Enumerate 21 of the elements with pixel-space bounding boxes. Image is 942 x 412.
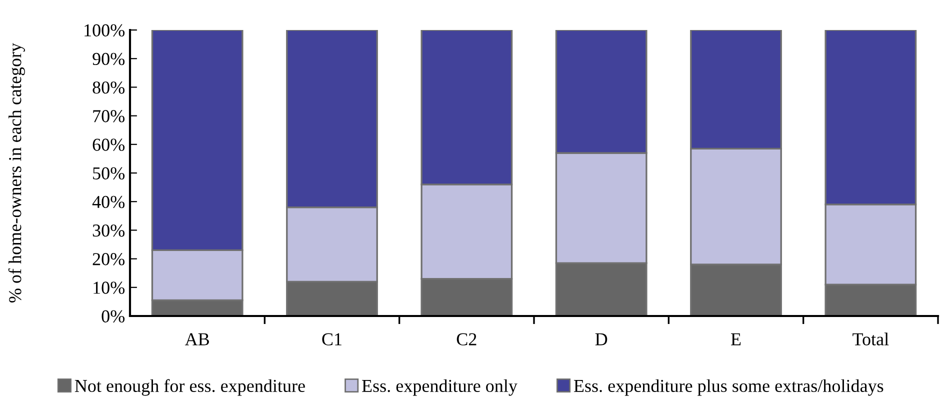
x-tick-label: E	[731, 333, 741, 346]
y-tick-label: 90%	[92, 52, 125, 66]
y-tick-label: 80%	[92, 81, 125, 94]
y-axis-title: % of home-owners in each category	[8, 42, 25, 302]
y-tick-label: 20%	[92, 253, 125, 266]
y-tick-label: 10%	[94, 282, 125, 294]
x-tick-label: C2	[456, 333, 476, 346]
y-tick-label: 40%	[92, 196, 125, 208]
x-tick-label: AB	[184, 333, 209, 346]
legend-label: Ess. expenditure only	[362, 379, 518, 396]
y-tick-label: 50%	[93, 167, 125, 180]
legend-label: Ess. expenditure plus some extras/holidays	[574, 379, 884, 396]
x-tick-label: C1	[322, 333, 342, 346]
x-tick-label: D	[595, 333, 608, 346]
y-tick-label: 100%	[84, 24, 125, 36]
legend-label: Not enough for ess. expenditure	[74, 379, 305, 396]
y-tick-label: 30%	[92, 224, 125, 237]
y-tick-label: 0%	[102, 310, 125, 322]
y-tick-label: 60%	[92, 138, 125, 151]
x-tick-label: Total	[852, 332, 889, 346]
y-tick-label: 70%	[93, 110, 125, 122]
